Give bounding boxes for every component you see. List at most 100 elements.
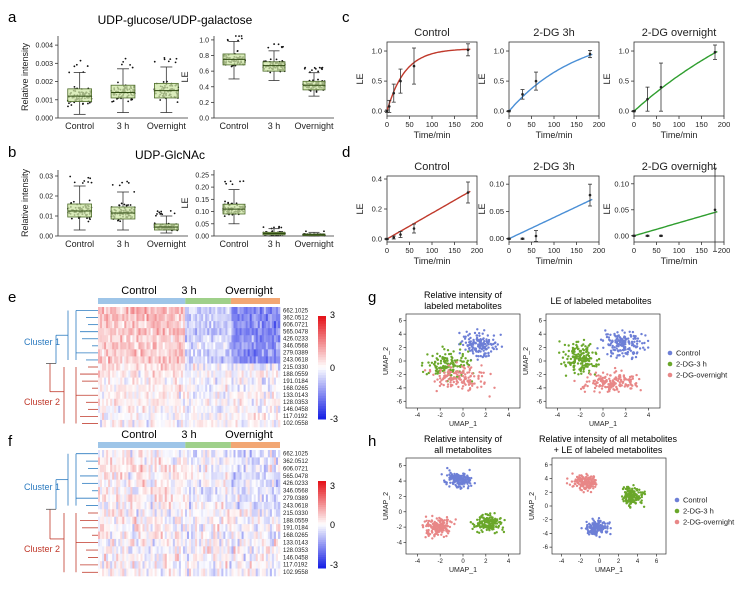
- heatmap-cell: [273, 479, 277, 488]
- heatmap-cell: [211, 553, 214, 562]
- heatmap-cell: [156, 494, 159, 503]
- data-point: [129, 63, 131, 66]
- heatmap-cell: [263, 328, 267, 336]
- heatmap-cell: [120, 494, 123, 503]
- heatmap-cell: [243, 335, 246, 343]
- heatmap-cell: [205, 472, 208, 480]
- heatmap-cell: [239, 398, 242, 407]
- umap-point: [494, 345, 497, 348]
- heatmap-cell: [263, 457, 267, 466]
- heatmap-cell: [195, 321, 198, 329]
- data-point: [87, 220, 90, 223]
- data-point: [73, 65, 76, 68]
- heatmap-cell: [193, 321, 196, 329]
- heatmap-cell: [110, 412, 113, 421]
- heatmap-cell: [174, 370, 178, 378]
- heatmap-cell: [118, 472, 121, 480]
- heatmap-cell: [122, 501, 125, 510]
- heatmap-cell: [116, 321, 119, 329]
- heatmap-cell: [189, 494, 192, 503]
- heatmap-cell: [235, 321, 238, 329]
- heatmap-cell: [239, 450, 242, 458]
- heatmap-cell: [136, 363, 139, 371]
- heatmap-cell: [112, 377, 115, 385]
- heatmap-cell: [132, 501, 135, 510]
- heatmap-cell: [267, 356, 271, 364]
- heatmap-cell: [271, 538, 275, 547]
- row-label: 606.0721: [283, 466, 309, 472]
- heatmap-cell: [267, 553, 271, 562]
- heatmap-cell: [160, 342, 164, 350]
- heatmap-cell: [197, 398, 200, 407]
- heatmap-cell: [265, 464, 269, 473]
- heatmap-cell: [156, 321, 159, 329]
- heatmap-cell: [148, 321, 151, 329]
- heatmap-cell: [110, 464, 113, 473]
- heatmap-cell: [152, 487, 155, 495]
- heatmap-cell: [215, 509, 218, 517]
- heatmap-cell: [152, 472, 155, 480]
- heatmap-cell: [203, 472, 206, 480]
- heatmap-cell: [233, 479, 236, 488]
- data-point: [67, 105, 69, 108]
- x-axis-label: Time/min: [661, 130, 698, 140]
- heatmap-cell: [110, 487, 113, 495]
- heatmap-cell: [237, 384, 240, 393]
- y-tick-label: 0.6: [199, 69, 209, 76]
- heatmap-cell: [237, 335, 240, 343]
- heatmap-cell: [156, 377, 159, 385]
- heatmap-cell: [136, 328, 139, 336]
- heatmap-cell: [245, 479, 248, 488]
- heatmap-cell: [191, 307, 194, 315]
- heatmap-cell: [269, 494, 273, 503]
- heatmap-cell: [223, 321, 226, 329]
- heatmap-cell: [225, 479, 228, 488]
- heatmap-cell: [104, 501, 107, 510]
- heatmap-cell: [205, 487, 208, 495]
- heatmap-cell: [164, 501, 168, 510]
- colorbar-segment: [318, 485, 326, 489]
- heatmap-cell: [251, 384, 255, 393]
- heatmap-cell: [241, 398, 244, 407]
- heatmap-cell: [269, 335, 273, 343]
- heatmap-cell: [271, 412, 275, 421]
- heatmap-cell: [166, 524, 170, 532]
- heatmap-cell: [110, 398, 113, 407]
- umap-point: [444, 353, 447, 356]
- colorbar-segment: [318, 535, 326, 539]
- category-label: 3 h: [268, 239, 281, 249]
- heatmap-cell: [205, 419, 208, 428]
- heatmap-cell: [203, 370, 206, 378]
- heatmap-cell: [245, 419, 248, 428]
- heatmap-cell: [267, 321, 271, 329]
- heatmap-cell: [201, 412, 204, 421]
- heatmap-cell: [116, 349, 119, 357]
- heatmap-cell: [255, 553, 259, 562]
- heatmap-cell: [130, 457, 133, 466]
- umap-point: [465, 361, 469, 364]
- heatmap-cell: [108, 328, 111, 336]
- heatmap-cell: [102, 307, 105, 315]
- group-band: [185, 442, 231, 448]
- colorbar-segment: [318, 339, 326, 343]
- heatmap-cell: [189, 516, 192, 525]
- heatmap-cell: [156, 561, 159, 569]
- heatmap-cell: [255, 524, 259, 532]
- heatmap-cell: [203, 553, 206, 562]
- heatmap-cell: [209, 328, 212, 336]
- heatmap-cell: [213, 494, 216, 503]
- heatmap-cell: [247, 384, 250, 393]
- data-point: [133, 191, 136, 193]
- heatmap-cell: [227, 391, 230, 400]
- heatmap-cell: [267, 363, 271, 371]
- row-label: 362.0512: [283, 459, 309, 465]
- heatmap-cell: [178, 457, 182, 466]
- heatmap-cell: [277, 356, 281, 364]
- heatmap-cell: [144, 349, 147, 357]
- heatmap-cell: [172, 472, 176, 480]
- heatmap-cell: [203, 314, 206, 322]
- heatmap-cell: [160, 472, 164, 480]
- heatmap-cell: [162, 419, 166, 428]
- heatmap-cell: [275, 363, 279, 371]
- heatmap-cell: [217, 377, 220, 385]
